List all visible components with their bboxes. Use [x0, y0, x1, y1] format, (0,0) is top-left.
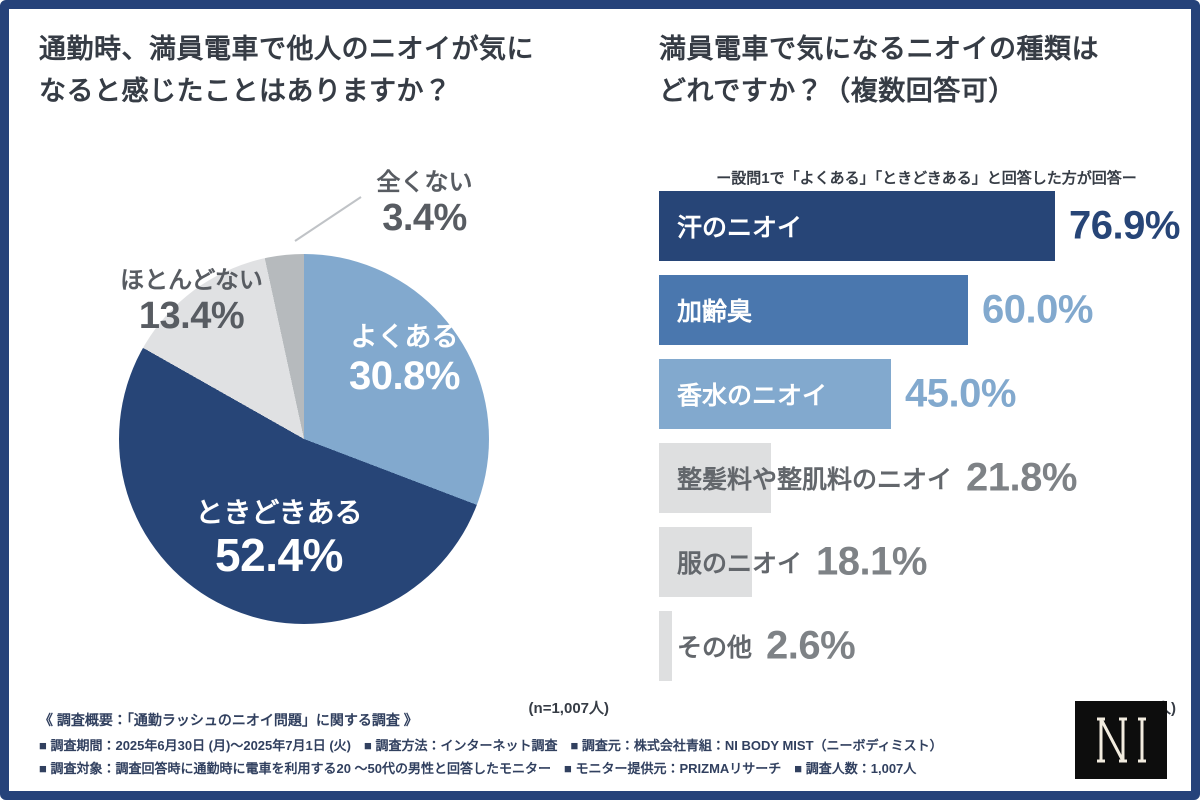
bar-value-label: 45.0% [905, 371, 1016, 416]
footer-survey-details-1: ■ 調査期間：2025年6月30日 (月)〜2025年7月1日 (火) ■ 調査… [39, 738, 943, 753]
bar-fill [659, 359, 891, 429]
pie-slice-value: 13.4% [138, 294, 245, 337]
bar-category-label: 整髪料や整肌料のニオイ [677, 466, 953, 494]
bar-category-label: 汗のニオイ [677, 214, 803, 242]
pie-slice-name: ほとんどない [120, 267, 263, 294]
survey-footer: 《 調査概要：「通勤ラッシュのニオイ問題」に関する調査 》 ■ 調査期間：202… [39, 710, 1069, 781]
bar-row: 香水のニオイ 45.0% [659, 359, 1191, 429]
bar-chart-rows: 汗のニオイ 76.9% 加齢臭 60.0% 香水のニオイ 45.0% 整髪料や整肌料のニオイ… [659, 191, 1191, 695]
pie-title-line1: 通勤時、満員電車で他人のニオイが気に [39, 34, 534, 64]
pie-slice-label-sometimes: ときどきある 52.4% [144, 497, 414, 582]
pie-title-line2: なると感じたことはありますか？ [39, 75, 452, 106]
bar-chart-title: 満員電車で気になるニオイの種類は どれですか？（複数回答可） [659, 29, 1191, 113]
bar-row: 服のニオイ 18.1% [659, 527, 1191, 597]
bar-value-label: 60.0% [982, 287, 1093, 332]
bar-row: 加齢臭 60.0% [659, 275, 1191, 345]
bar-category-label: 香水のニオイ [677, 382, 828, 410]
bar-value-label: 18.1% [816, 539, 927, 584]
footer-survey-overview: 《 調査概要：「通勤ラッシュのニオイ問題」に関する調査 》 [39, 712, 418, 728]
bar-fill [659, 443, 772, 513]
pie-chart-panel: 通勤時、満員電車で他人のニオイが気に なると感じたことはありますか？ よくある … [39, 29, 624, 729]
pie-chart [119, 254, 489, 624]
pie-sample-size: (n=1,007人) [528, 700, 609, 717]
pie-slice-value: 3.4% [382, 196, 467, 239]
bar-chart-subtitle: ー設問1で「よくある」「ときどきある」と回答した方が回答ー [716, 170, 1137, 187]
footer-survey-details-2: ■ 調査対象：調査回答時に通勤時に電車を利用する20 〜50代の男性と回答したモ… [39, 761, 917, 776]
bar-title-line1: 満員電車で気になるニオイの種類は [659, 34, 1099, 64]
ni-logo-icon [1075, 701, 1167, 779]
pie-slice-name: 全くない [376, 169, 473, 196]
bar-category-label: その他 [677, 634, 753, 662]
pie-slice-label-never: 全くない 3.4% [337, 169, 512, 240]
bar-fill [659, 611, 673, 681]
brand-logo [1075, 701, 1167, 779]
bar-title-line2: どれですか？（複数回答可） [659, 75, 1016, 106]
pie-slice-value: 52.4% [215, 529, 343, 582]
bar-fill [659, 191, 1056, 261]
pie-slice-label-often: よくある 30.8% [307, 322, 502, 399]
bar-value-label: 21.8% [966, 455, 1077, 500]
bar-row: 汗のニオイ 76.9% [659, 191, 1191, 261]
pie-slice-value: 30.8% [349, 354, 460, 399]
pie-slice-name: よくある [350, 322, 459, 352]
bar-value-label: 76.9% [1069, 203, 1180, 248]
bar-value-label: 2.6% [766, 623, 856, 668]
bar-fill [659, 275, 968, 345]
pie-slice-name: ときどきある [195, 497, 363, 528]
pie-slice-label-rarely: ほとんどない 13.4% [74, 267, 309, 338]
bar-chart-panel: 満員電車で気になるニオイの種類は どれですか？（複数回答可） ー設問1で「よくあ… [659, 29, 1191, 729]
bar-row: 整髪料や整肌料のニオイ 21.8% [659, 443, 1191, 513]
bar-category-label: 加齢臭 [677, 298, 753, 326]
bar-fill [659, 527, 753, 597]
pie-chart-title: 通勤時、満員電車で他人のニオイが気に なると感じたことはありますか？ [39, 29, 624, 113]
bar-row: その他 2.6% [659, 611, 1191, 681]
bar-category-label: 服のニオイ [677, 550, 803, 578]
